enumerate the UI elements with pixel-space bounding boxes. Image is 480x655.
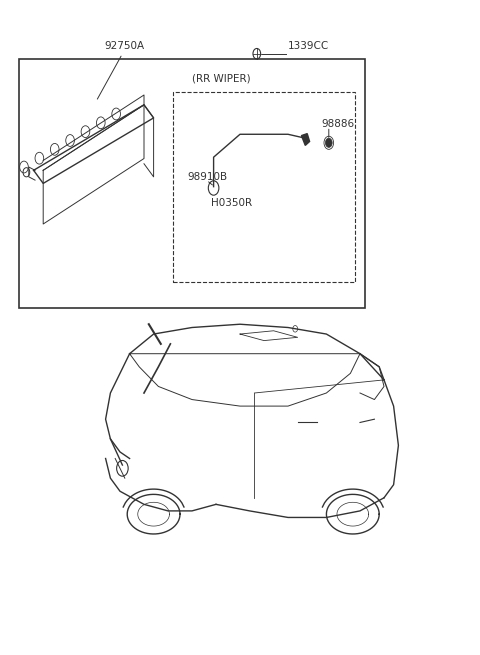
- Text: (RR WIPER): (RR WIPER): [192, 73, 251, 84]
- Text: 98910B: 98910B: [187, 172, 228, 182]
- Text: 92750A: 92750A: [105, 41, 145, 51]
- Text: 98886: 98886: [322, 119, 355, 130]
- Bar: [173, 92, 355, 282]
- Bar: [19, 59, 365, 308]
- Polygon shape: [301, 134, 310, 145]
- Text: 1339CC: 1339CC: [288, 41, 329, 51]
- Circle shape: [325, 138, 332, 147]
- Text: H0350R: H0350R: [211, 198, 252, 208]
